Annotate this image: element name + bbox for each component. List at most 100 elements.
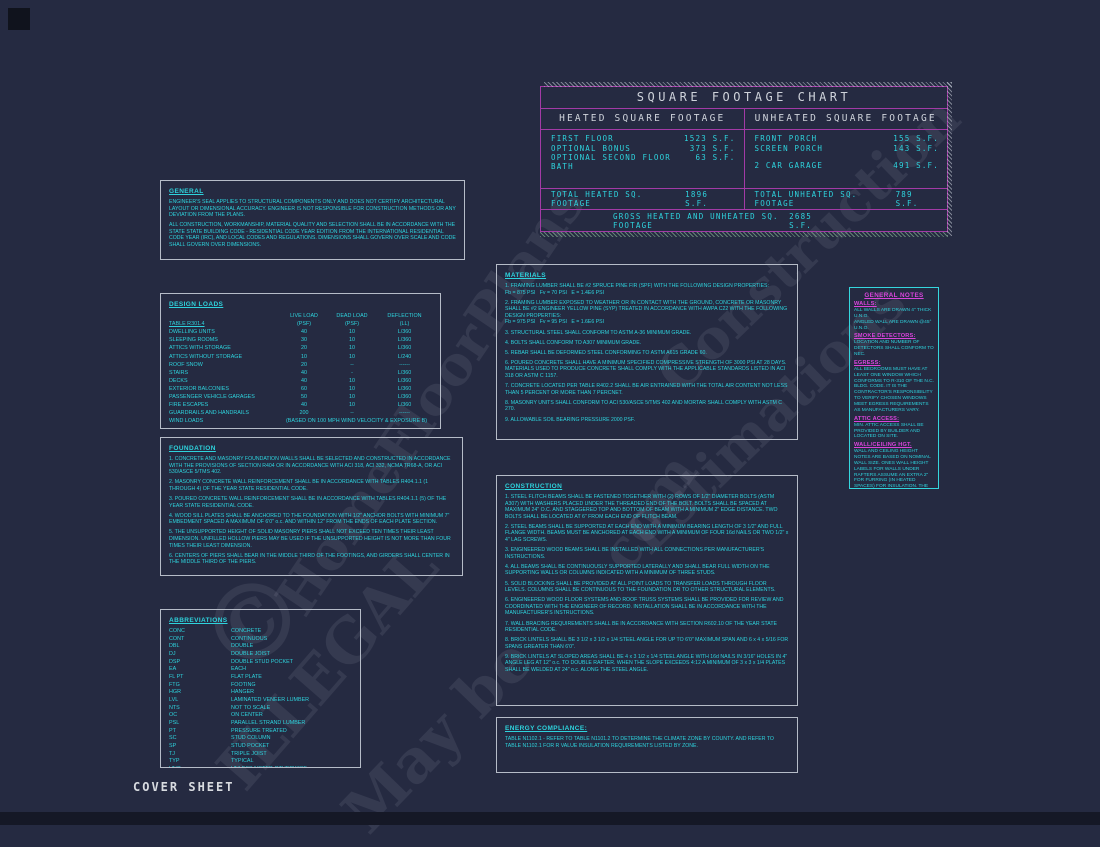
abbreviation-meaning: FLAT PLATE [231, 674, 262, 681]
deflection-value: L/360 [397, 377, 412, 384]
sqft-row: SCREEN PORCH 143 S.F. [755, 144, 940, 154]
note-paragraph: 7. WALL BRACING REQUIREMENTS SHALL BE IN… [505, 620, 778, 634]
sqft-value: 373 S.F. [689, 143, 736, 153]
dead-load-value: 10 [349, 337, 355, 344]
design-load-row: DWELLING UNITS 40 10 L/360 [169, 328, 432, 336]
deflection-value: L/360 [397, 385, 412, 392]
load-category: STAIRS [169, 369, 189, 376]
wind-loads-row: WIND LOADS (BASED ON 100 MPH WIND VELOCI… [169, 417, 432, 425]
note-paragraph: 4. ALL BEAMS SHALL BE CONTINUOUSLY SUPPO… [505, 563, 770, 577]
abbreviation-code: EA [169, 666, 177, 673]
abbreviation-row: DSP DOUBLE STUD POCKET [169, 659, 352, 667]
deflection-value: L/360 [397, 329, 412, 336]
abbreviation-meaning: NOT TO SCALE [231, 704, 271, 711]
foundation-panel: FOUNDATION 1. CONCRETE AND MASONRY FOUND… [160, 437, 463, 576]
cover-sheet: © ILLEGAL HomeFloorPlans com Construction Est… [0, 8, 1100, 847]
general-notes-section: WALLS: ALL WALLS ARE DRAWN 4" THICK U.N.… [854, 301, 934, 331]
note-paragraph: 1. CONCRETE AND MASONRY FOUNDATION WALLS… [169, 456, 451, 476]
note-paragraph: 5. THE UNSUPPORTED HEIGHT OF SOLID MASON… [169, 529, 451, 549]
materials-title: MATERIALS [505, 272, 547, 279]
abbreviation-row: DJ DOUBLE JOIST [169, 651, 352, 659]
abbreviation-meaning: CONTINUOUS [231, 635, 268, 642]
note-paragraph: 8. BRICK LINTELS SHALL BE 3 1/2 x 3 1/2 … [505, 637, 789, 650]
abbreviation-code: DJ [169, 651, 176, 658]
design-load-row: FIRE ESCAPES 40 10 L/360 [169, 401, 432, 409]
abbreviation-code: HGR [169, 689, 181, 696]
chart-bottom-hatch [540, 232, 948, 237]
notes-section-body: WALL AND CEILING HEIGHT NOTES ARE BASED … [854, 449, 931, 489]
construction-title: CONSTRUCTION [505, 483, 563, 490]
abbreviation-row: PT PRESSURE TREATED [169, 728, 352, 736]
notes-section-body: ALL BEDROOMS MUST HAVE AT LEAST ONE WIND… [854, 366, 934, 413]
load-category: GUARDRAILS AND HANDRAILS [169, 410, 249, 417]
note-paragraph: 1. STEEL FLITCH BEAMS SHALL BE FASTENED … [505, 494, 778, 520]
abbreviation-row: DBL DOUBLE [169, 643, 352, 651]
unheated-rows: FRONT PORCH 155 S.F. SCREEN PORCH 143 S.… [745, 130, 948, 188]
col-header-dead-load: DEAD LOAD [336, 313, 368, 319]
live-load-value: 200 [299, 410, 309, 417]
abbreviation-meaning: TYPICAL [231, 758, 254, 765]
abbreviation-meaning: DOUBLE [231, 643, 254, 650]
general-notes-section: WALL/CEILING HGT. WALL AND CEILING HEIGH… [854, 442, 934, 489]
heated-total-row: TOTAL HEATED SQ. FOOTAGE 1896 S.F. [541, 188, 744, 209]
design-loads-panel: DESIGN LOADS LIVE LOAD DEAD LOAD DEFLECT… [160, 293, 441, 429]
abbreviation-meaning: CONCRETE [231, 628, 262, 634]
abbreviation-row: UNO UNLESS NOTED OTHERWISE [169, 766, 352, 767]
design-load-row: ATTICS WITHOUT STORAGE 10 10 L/240 [169, 353, 432, 361]
construction-paragraphs: 1. STEEL FLITCH BEAMS SHALL BE FASTENED … [505, 494, 789, 674]
materials-panel: MATERIALS 1. FRAMING LUMBER SHALL BE #2 … [496, 264, 798, 440]
load-category: DECKS [169, 377, 188, 384]
foundation-paragraphs: 1. CONCRETE AND MASONRY FOUNDATION WALLS… [169, 456, 454, 566]
sqft-label: OPTIONAL SECOND FLOOR BATH [551, 153, 672, 171]
live-load-value: 40 [301, 377, 307, 384]
live-load-value: 20 [301, 345, 307, 352]
design-load-row: STAIRS 40 - L/360 [169, 369, 432, 377]
load-category: DWELLING UNITS [169, 329, 215, 336]
abbreviation-meaning: DOUBLE STUD POCKET [231, 658, 294, 665]
note-paragraph: ALL CONSTRUCTION, WORKMANSHIP, MATERIAL … [169, 222, 456, 249]
sqft-value: 491 S.F. [893, 161, 939, 171]
chart-columns: HEATED SQUARE FOOTAGE FIRST FLOOR 1523 S… [541, 109, 947, 210]
abbreviation-code: DSP [169, 658, 181, 665]
general-notes-title: GENERAL NOTES [864, 292, 924, 299]
live-load-value: 40 [301, 369, 307, 376]
abbreviation-row: SP STUD POCKET [169, 743, 352, 751]
col-header-deflection: DEFLECTION [387, 313, 422, 319]
design-loads-title: DESIGN LOADS [169, 301, 224, 308]
dead-load-value: 10 [349, 345, 355, 352]
design-load-row: GUARDRAILS AND HANDRAILS 200 -- ------ [169, 409, 432, 417]
live-load-value: 30 [301, 337, 307, 344]
abbreviation-code: SP [169, 743, 177, 750]
table-reference: TABLE R301.4 [169, 321, 205, 328]
abbreviation-row: OC ON CENTER [169, 712, 352, 720]
load-category: SLEEPING ROOMS [169, 337, 218, 344]
load-category: ATTICS WITH STORAGE [169, 345, 231, 352]
unheated-header: UNHEATED SQUARE FOOTAGE [744, 109, 947, 130]
dead-load-value: -- [350, 361, 354, 368]
gross-total-label: GROSS HEATED AND UNHEATED SQ. FOOTAGE [613, 211, 779, 230]
abbreviation-code: FL PT [169, 674, 184, 681]
deflection-value: L/240 [397, 353, 412, 360]
abbreviations-title: ABBREVIATIONS [169, 617, 228, 624]
general-notes-section: SMOKE DETECTORS: LOCATION AND NUMBER OF … [854, 333, 934, 358]
abbreviation-code: OC [169, 712, 178, 719]
abbreviation-meaning: PRESSURE TREATED [231, 727, 287, 734]
notes-section-body: ALL WALLS ARE DRAWN 4" THICK U.N.O. ANGL… [854, 308, 932, 331]
abbreviation-meaning: STUD COLUMN [231, 735, 271, 742]
energy-compliance-title: ENERGY COMPLIANCE: [505, 725, 588, 732]
general-paragraphs: ENGINEER'S SEAL APPLIES TO STRUCTURAL CO… [169, 199, 456, 249]
design-loads-header-row: LIVE LOAD DEAD LOAD DEFLECTION [169, 312, 432, 320]
design-loads-subheader-row: TABLE R301.4 (PSF) (PSF) (LL) [169, 321, 410, 328]
dead-load-value: 10 [349, 377, 355, 384]
col-header-live-load: LIVE LOAD [290, 313, 318, 319]
notes-section-heading: ATTIC ACCESS: [854, 415, 900, 422]
unheated-total-value: 789 S.F. [895, 190, 919, 208]
abbreviation-code: UNO [169, 766, 231, 767]
wind-loads-label: WIND LOADS [169, 418, 204, 425]
sheet-corner-mark [8, 8, 30, 30]
note-paragraph: 1. FRAMING LUMBER SHALL BE #2 SPRUCE PIN… [505, 283, 769, 296]
load-category: ATTICS WITHOUT STORAGE [169, 353, 243, 360]
heated-rows: FIRST FLOOR 1523 S.F. OPTIONAL BONUS 373… [541, 130, 744, 188]
dead-load-value: 10 [349, 329, 355, 336]
unheated-column: UNHEATED SQUARE FOOTAGE FRONT PORCH 155 … [744, 109, 948, 209]
